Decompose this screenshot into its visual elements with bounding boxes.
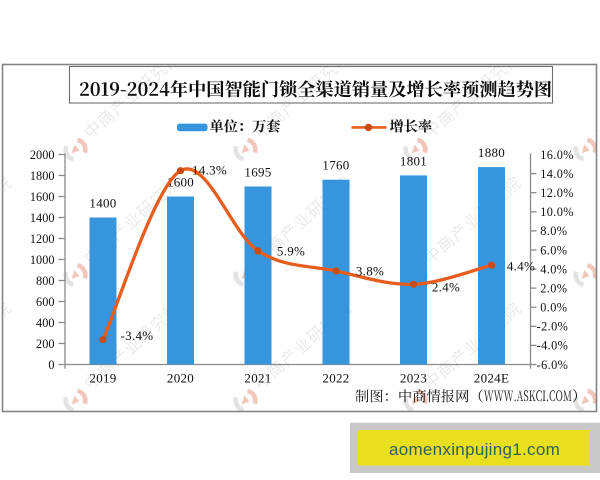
svg-text:2.0%: 2.0% (540, 281, 567, 295)
svg-text:400: 400 (36, 316, 54, 330)
svg-text:600: 600 (36, 295, 54, 309)
svg-text:10.0%: 10.0% (540, 205, 574, 219)
svg-text:1695: 1695 (244, 165, 271, 180)
svg-text:800: 800 (36, 274, 54, 288)
svg-text:2024E: 2024E (474, 370, 509, 385)
svg-text:2019: 2019 (89, 370, 116, 385)
svg-text:0: 0 (48, 358, 54, 372)
svg-text:1200: 1200 (30, 232, 55, 246)
svg-text:4.4%: 4.4% (507, 258, 535, 273)
svg-text:1400: 1400 (89, 196, 116, 211)
svg-text:-3.4%: -3.4% (121, 328, 154, 343)
svg-text:-4.0%: -4.0% (537, 339, 569, 353)
svg-text:2020: 2020 (167, 370, 194, 385)
svg-text:5.9%: 5.9% (277, 244, 305, 259)
svg-text:1600: 1600 (30, 190, 55, 204)
svg-text:14.3%: 14.3% (192, 163, 227, 178)
svg-text:1801: 1801 (400, 153, 427, 168)
svg-text:1400: 1400 (30, 211, 55, 225)
svg-text:1000: 1000 (30, 253, 55, 267)
svg-text:2.4%: 2.4% (432, 279, 460, 294)
svg-text:2022: 2022 (322, 370, 349, 385)
svg-text:2023: 2023 (400, 370, 427, 385)
svg-text:-2.0%: -2.0% (537, 320, 569, 334)
svg-text:12.0%: 12.0% (540, 186, 574, 200)
svg-text:14.0%: 14.0% (540, 167, 574, 181)
svg-text:6.0%: 6.0% (540, 243, 567, 257)
svg-text:aomenxinpujing1.com: aomenxinpujing1.com (389, 440, 560, 459)
svg-text:1800: 1800 (30, 169, 55, 183)
svg-text:16.0%: 16.0% (540, 148, 574, 162)
svg-text:2021: 2021 (244, 370, 271, 385)
svg-text:4.0%: 4.0% (540, 262, 567, 276)
svg-text:8.0%: 8.0% (540, 224, 567, 238)
svg-text:-6.0%: -6.0% (537, 358, 569, 372)
svg-text:200: 200 (36, 337, 54, 351)
svg-text:2000: 2000 (30, 148, 55, 162)
svg-text:0.0%: 0.0% (540, 301, 567, 315)
svg-text:1760: 1760 (322, 158, 349, 173)
svg-text:3.8%: 3.8% (356, 264, 384, 279)
svg-text:1880: 1880 (478, 145, 505, 160)
